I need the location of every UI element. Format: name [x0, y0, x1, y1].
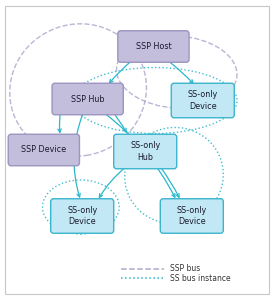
- FancyBboxPatch shape: [118, 31, 189, 62]
- FancyBboxPatch shape: [51, 199, 114, 233]
- Text: SS-only
Device: SS-only Device: [188, 90, 218, 111]
- FancyBboxPatch shape: [52, 83, 123, 115]
- FancyBboxPatch shape: [160, 199, 223, 233]
- Text: SS-only
Device: SS-only Device: [67, 206, 97, 226]
- Text: SS bus instance: SS bus instance: [170, 274, 230, 283]
- Text: SSP bus: SSP bus: [170, 264, 200, 273]
- FancyBboxPatch shape: [8, 134, 79, 166]
- Text: SS-only
Device: SS-only Device: [177, 206, 207, 226]
- FancyBboxPatch shape: [171, 83, 234, 118]
- FancyBboxPatch shape: [114, 134, 177, 169]
- Text: SS-only
Hub: SS-only Hub: [130, 141, 160, 161]
- Text: SSP Device: SSP Device: [21, 146, 66, 154]
- Text: SSP Hub: SSP Hub: [71, 94, 104, 103]
- Text: SSP Host: SSP Host: [136, 42, 171, 51]
